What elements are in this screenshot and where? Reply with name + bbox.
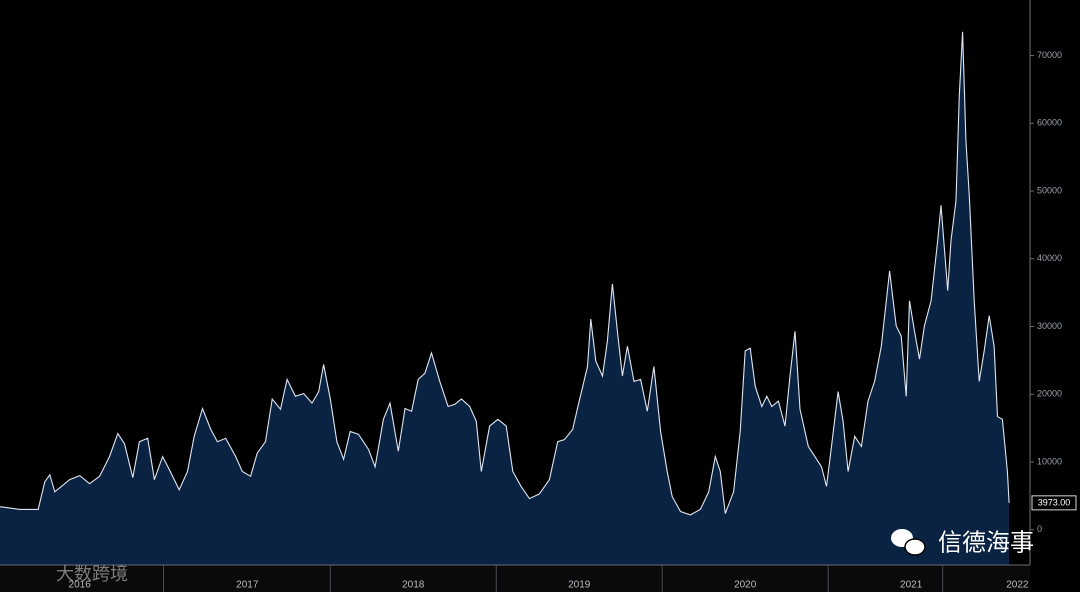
y-tick-label: 0: [1037, 524, 1042, 534]
y-tick-label: 30000: [1037, 321, 1062, 331]
line: [0, 31, 1010, 516]
y-tick-label: 10000: [1037, 456, 1062, 466]
last-value-box: [1031, 495, 1077, 511]
wechat-icon: [891, 529, 926, 556]
x-tick-label: 2018: [402, 580, 425, 591]
area: [0, 31, 1010, 566]
watermark: 信德海事: [938, 529, 1034, 556]
x-tick-label: 2021: [900, 580, 923, 591]
watermark: 大数跨境: [56, 564, 128, 584]
y-tick-label: 20000: [1037, 389, 1062, 399]
y-tick-label: 50000: [1037, 185, 1062, 195]
x-tick-label: 2022: [1006, 580, 1029, 591]
x-tick-label: 2016: [69, 580, 92, 591]
y-tick-label: 60000: [1037, 118, 1062, 128]
x-tick-label: 2019: [568, 580, 591, 591]
y-tick-label: 70000: [1037, 50, 1062, 60]
x-tick-label: 2020: [734, 580, 757, 591]
y-tick-label: 40000: [1037, 253, 1062, 263]
last-value-label: 3973.00: [1038, 498, 1071, 508]
x-axis-strip: [0, 565, 1030, 592]
x-tick-label: 2017: [236, 580, 259, 591]
